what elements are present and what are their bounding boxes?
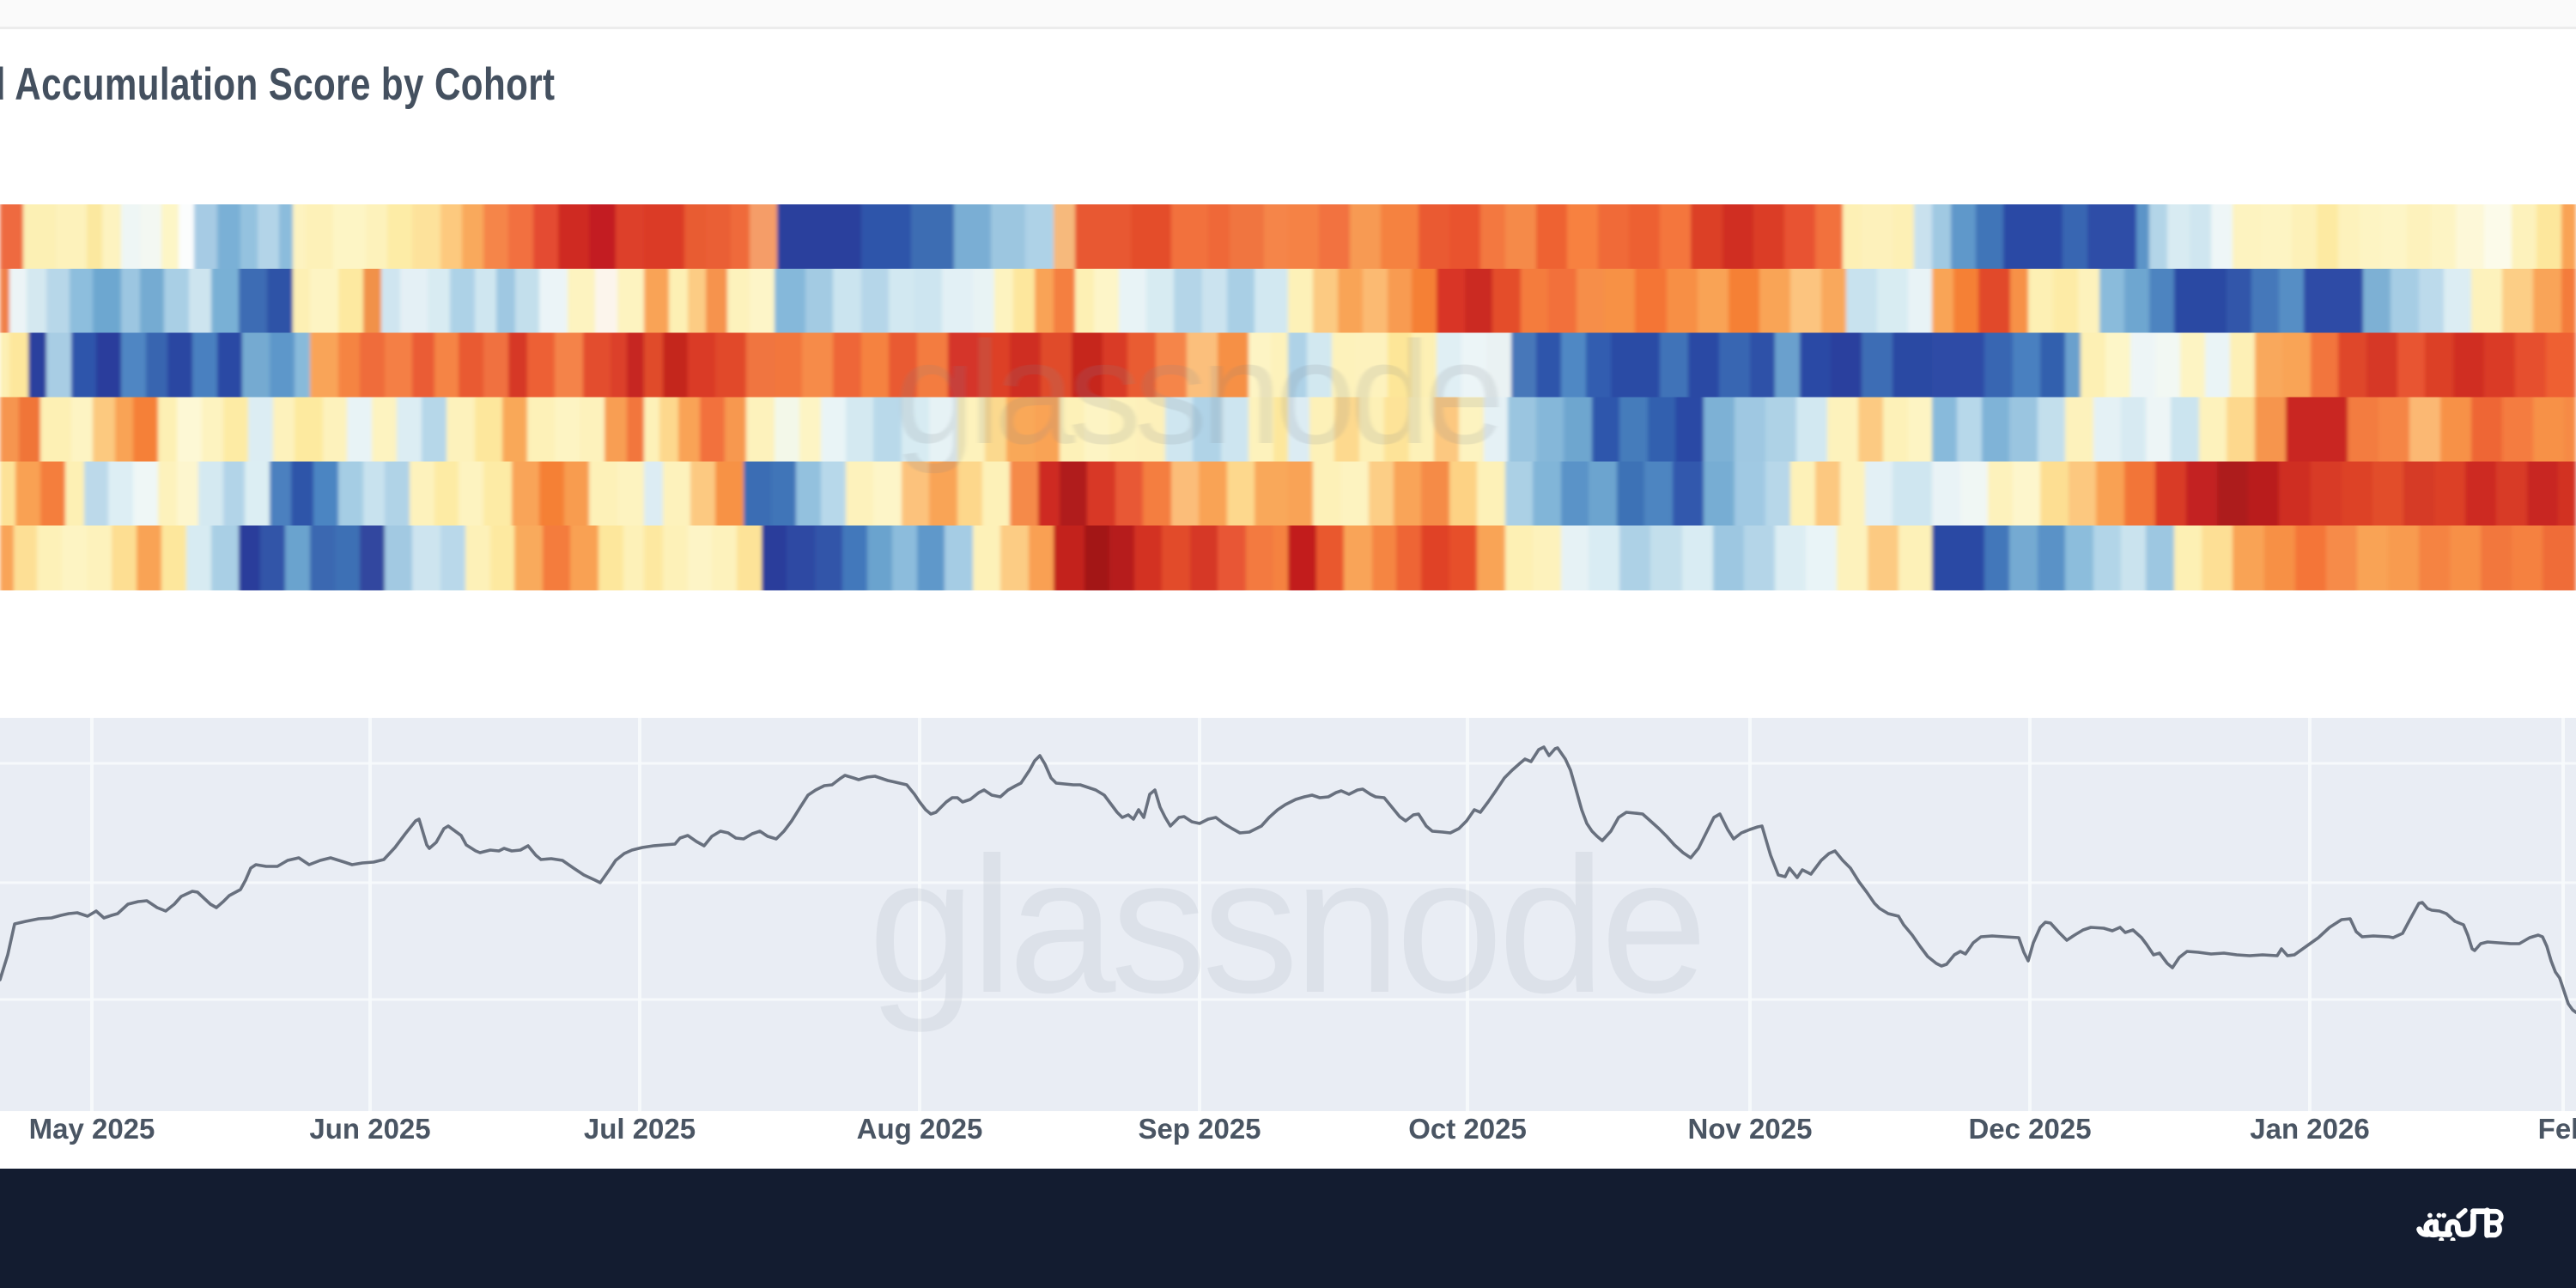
svg-text:glassnode: glassnode [894, 312, 1498, 475]
svg-text:glassnode: glassnode [868, 817, 1703, 1033]
